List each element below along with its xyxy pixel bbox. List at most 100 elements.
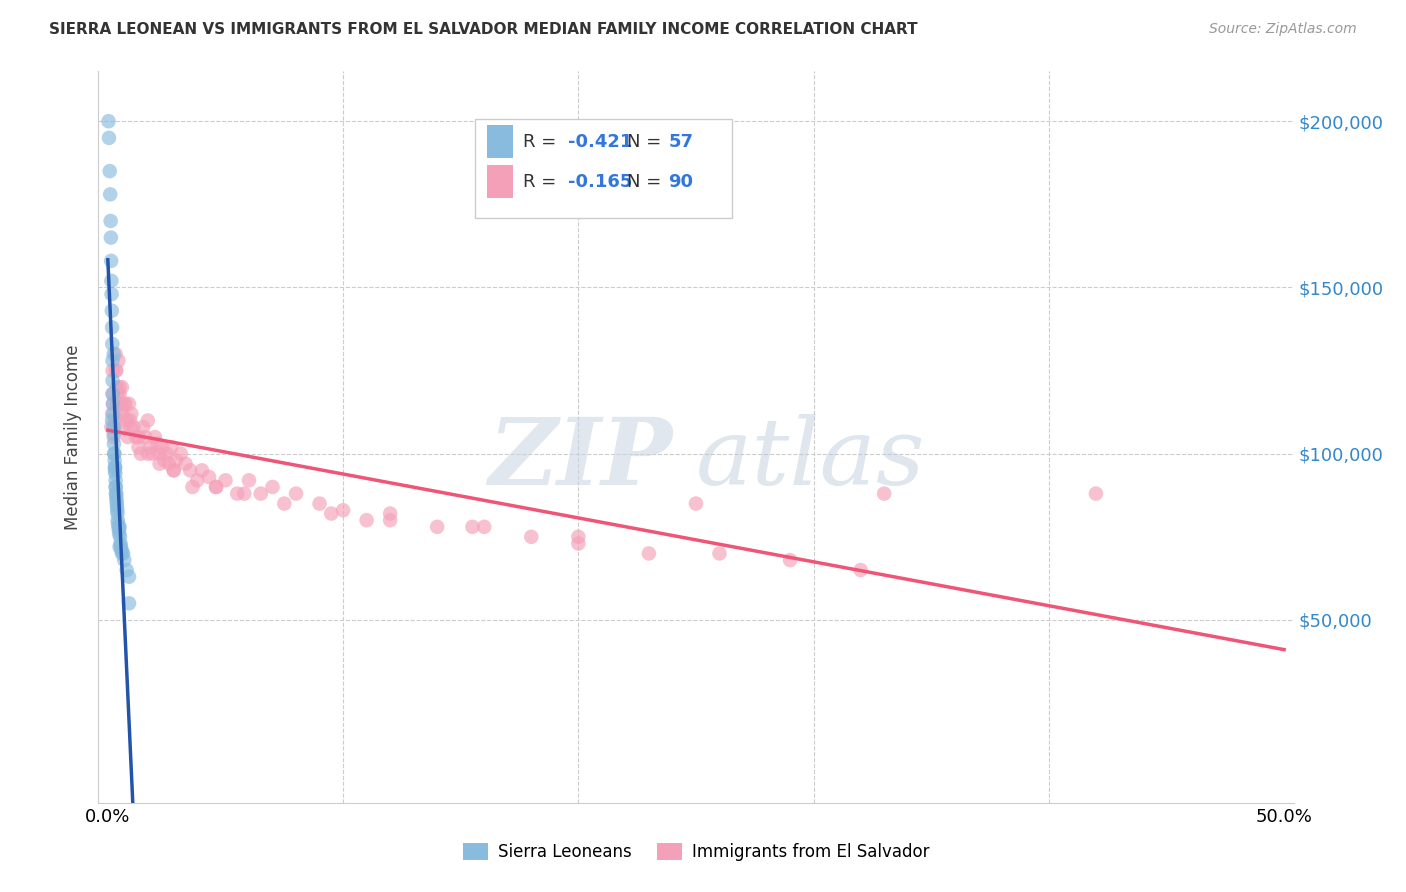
Point	[105, 380, 128, 394]
Point	[111, 380, 134, 394]
Point	[103, 426, 125, 441]
FancyBboxPatch shape	[486, 126, 513, 159]
Text: R =: R =	[523, 133, 561, 152]
Point	[779, 553, 801, 567]
Point	[101, 387, 124, 401]
Point	[122, 420, 145, 434]
Point	[117, 430, 139, 444]
Legend: Sierra Leoneans, Immigrants from El Salvador: Sierra Leoneans, Immigrants from El Salv…	[456, 836, 936, 868]
Point	[249, 486, 271, 500]
Text: 90: 90	[668, 173, 693, 191]
Point	[101, 337, 124, 351]
Point	[356, 513, 378, 527]
Point	[105, 486, 128, 500]
Point	[129, 447, 152, 461]
Point	[873, 486, 896, 500]
Point	[110, 543, 132, 558]
Point	[179, 463, 201, 477]
Point	[112, 407, 135, 421]
Point	[103, 347, 125, 361]
Text: 57: 57	[668, 133, 693, 152]
Point	[461, 520, 484, 534]
Point	[103, 430, 125, 444]
Point	[198, 470, 221, 484]
Point	[125, 430, 148, 444]
Point	[101, 407, 124, 421]
Point	[105, 397, 128, 411]
Point	[100, 420, 122, 434]
Point	[108, 530, 131, 544]
Point	[98, 131, 121, 145]
Point	[108, 523, 131, 537]
Point	[163, 463, 186, 477]
Text: atlas: atlas	[696, 414, 925, 504]
Point	[378, 507, 401, 521]
Point	[262, 480, 284, 494]
Point	[157, 457, 180, 471]
Point	[150, 440, 173, 454]
Point	[226, 486, 249, 500]
Point	[143, 430, 166, 444]
Y-axis label: Median Family Income: Median Family Income	[65, 344, 83, 530]
Point	[191, 463, 214, 477]
Point	[114, 397, 136, 411]
Point	[101, 397, 124, 411]
Point	[149, 457, 172, 471]
Point	[186, 473, 208, 487]
Point	[107, 520, 129, 534]
Point	[100, 214, 122, 228]
Point	[321, 507, 343, 521]
Point	[214, 473, 236, 487]
Point	[685, 497, 707, 511]
Point	[103, 436, 125, 450]
Text: Source: ZipAtlas.com: Source: ZipAtlas.com	[1209, 22, 1357, 37]
Point	[100, 274, 122, 288]
Point	[101, 320, 124, 334]
Point	[100, 287, 122, 301]
Point	[174, 457, 197, 471]
Point	[103, 447, 125, 461]
Point	[105, 497, 128, 511]
Text: ZIP: ZIP	[488, 414, 672, 504]
Point	[103, 420, 125, 434]
Point	[104, 480, 127, 494]
Point	[273, 497, 295, 511]
Point	[104, 460, 127, 475]
Point	[107, 513, 129, 527]
Point	[103, 407, 125, 421]
Point	[118, 570, 141, 584]
Point	[520, 530, 543, 544]
Point	[104, 480, 127, 494]
Point	[100, 253, 122, 268]
Point	[105, 490, 128, 504]
Point	[110, 397, 132, 411]
Point	[638, 546, 661, 560]
Point	[108, 387, 131, 401]
Point	[165, 453, 187, 467]
Point	[127, 440, 149, 454]
Text: N =: N =	[627, 173, 666, 191]
Point	[1084, 486, 1107, 500]
Point	[108, 397, 131, 411]
Point	[107, 353, 129, 368]
Text: SIERRA LEONEAN VS IMMIGRANTS FROM EL SALVADOR MEDIAN FAMILY INCOME CORRELATION C: SIERRA LEONEAN VS IMMIGRANTS FROM EL SAL…	[49, 22, 918, 37]
Point	[101, 363, 124, 377]
Point	[849, 563, 872, 577]
Point	[146, 436, 169, 450]
Point	[110, 540, 132, 554]
Point	[567, 530, 589, 544]
Point	[103, 413, 125, 427]
Point	[233, 486, 256, 500]
Point	[108, 540, 131, 554]
Point	[132, 420, 155, 434]
Point	[136, 447, 159, 461]
Point	[110, 536, 132, 550]
Point	[115, 413, 138, 427]
Point	[567, 536, 589, 550]
Point	[163, 463, 186, 477]
Point	[378, 513, 401, 527]
Point	[127, 430, 149, 444]
Point	[112, 397, 135, 411]
Point	[105, 363, 128, 377]
Point	[156, 447, 179, 461]
